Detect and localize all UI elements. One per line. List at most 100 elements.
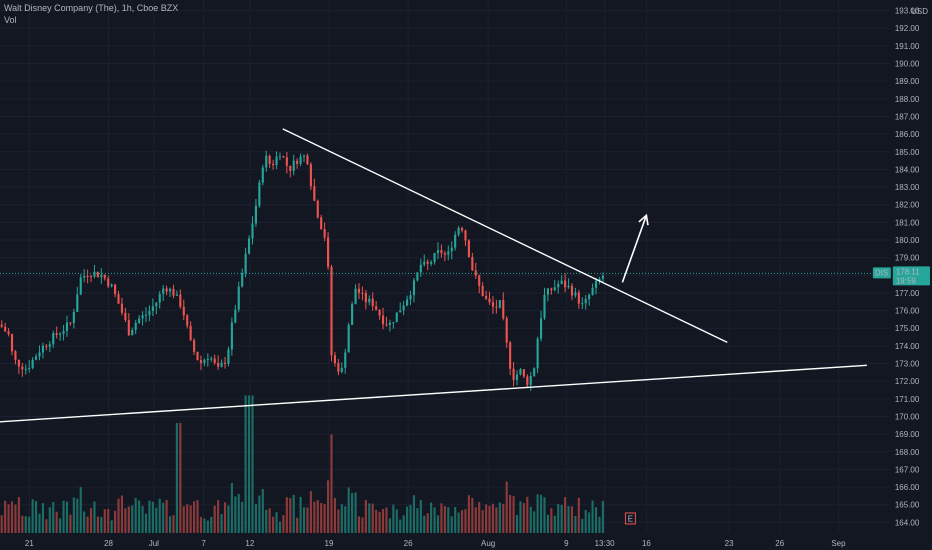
volume-bar [17,497,20,533]
volume-bar [406,506,409,533]
candle-body [17,359,20,367]
volume-bar [577,497,580,533]
candle-body [72,311,75,324]
volume-bar [107,508,110,533]
candle-body [378,309,381,316]
volume-bar [165,500,168,533]
time-tick-label: 28 [104,539,113,548]
candle-body [584,299,587,304]
volume-bar [371,503,374,533]
volume-bar [498,502,501,533]
trendline-rising-support [0,364,867,423]
candle-body [227,349,230,364]
candle-body [419,264,422,273]
volume-bar [254,503,257,533]
volume-bar [457,512,460,533]
candle-body [594,280,598,288]
volume-bar [588,512,591,533]
volume-bar [481,510,484,533]
candle-body [385,324,388,326]
candle-body [206,359,209,361]
candle-body [550,288,553,291]
candle-body [591,287,594,295]
candle-body [381,315,385,325]
candle-body [292,160,295,171]
candle-body [89,276,93,278]
candle-body [577,292,580,304]
volume-bar [591,500,594,533]
currency-label: USD [911,7,928,16]
volume-bar [478,502,481,533]
price-axis[interactable]: 164.00 165.00 166.00 167.00 168.00 169.00 170.… [895,7,920,528]
volume-bar [433,507,436,533]
price-tick-label: 176.00 [895,307,920,316]
candle-body [519,369,522,375]
volume-bar [416,508,419,533]
candle-body [526,376,529,385]
volume-bar [48,507,51,533]
volume-bar [302,507,306,533]
candle-body [86,275,89,277]
candle-body [436,250,440,253]
volume-bar [574,516,577,533]
volume-bar [347,487,350,533]
volume-label[interactable]: Vol [4,15,17,25]
candle-body [258,182,261,206]
candle-body [481,285,484,297]
volume-bar [28,516,31,533]
candle-body [460,227,464,231]
candle-body [179,294,182,307]
candle-body [337,363,340,372]
volume-bar [244,395,247,533]
volume-bar [450,516,453,533]
volume-bar [402,515,405,533]
volume-bar [385,507,388,533]
volume-bar [306,507,309,533]
volume-bar [337,509,340,533]
volume-bar [443,506,446,533]
volume-bar [564,497,567,533]
volume-bar [570,506,574,533]
volume-bar [594,507,598,533]
candle-body [223,362,227,364]
volume-bar [223,502,227,533]
time-tick-label: 19 [325,539,334,548]
candle-body [55,333,58,335]
volume-bar [412,495,416,533]
projection-arrow[interactable] [621,213,649,283]
volume-bar [247,395,251,533]
candle-body [323,229,326,238]
earnings-marker-box[interactable] [624,512,636,525]
volume-bar [186,504,189,533]
candle-body [155,302,158,307]
candle-body [364,292,367,303]
volume-bar [275,512,278,533]
time-tick-label: Jul [149,539,159,548]
candle-body [557,283,560,288]
candle-body [368,298,371,303]
candle-body [426,261,429,264]
volume-bar [560,504,563,533]
candle-body [100,274,103,278]
volume-bar [584,510,587,533]
price-tick-label: 185.00 [895,148,920,157]
trendlines[interactable] [0,128,867,423]
volume-bar [313,501,316,533]
candle-body [10,334,14,352]
earnings-marker[interactable]: E [624,512,636,525]
volume-bar [65,501,69,533]
price-tick-label: 167.00 [895,465,920,474]
candle-body [151,306,154,311]
volume-bar [296,517,299,533]
volume-bar [127,506,130,533]
symbol-title[interactable]: Walt Disney Company (The), 1h, Cboe BZX [4,3,179,13]
volume-bar [38,513,41,533]
candle-body [416,272,419,281]
candle-body [357,288,361,293]
time-axis[interactable]: 21 28 Jul 7 12 19 26 Aug 9 13:30 16 23 26 Sep [25,539,846,548]
candle-body [41,345,45,353]
candle-body [512,368,515,380]
volume-bar [179,422,182,533]
candle-body [515,374,519,380]
